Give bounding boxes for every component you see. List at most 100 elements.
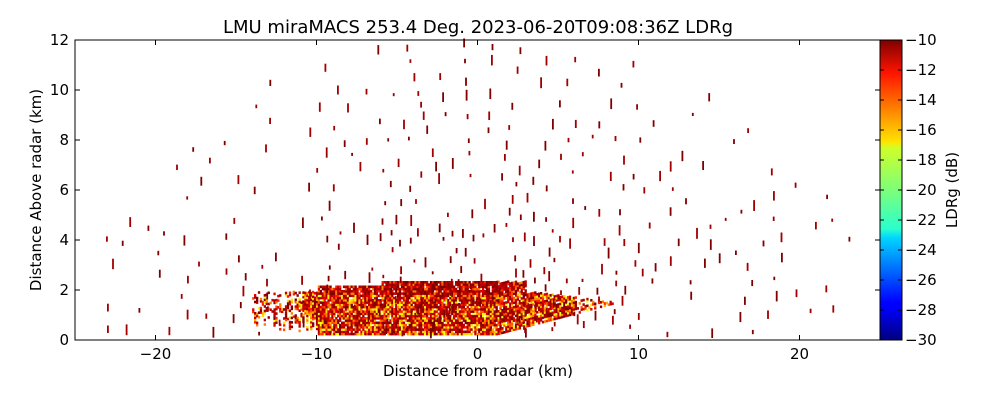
ldr-cell bbox=[321, 301, 324, 304]
ldr-cell bbox=[460, 321, 464, 325]
ldr-cell bbox=[565, 301, 568, 304]
ldr-cell bbox=[480, 321, 483, 325]
ldr-cell bbox=[294, 321, 297, 324]
ldr-cell bbox=[290, 316, 293, 320]
ldr-cell bbox=[288, 320, 292, 324]
ldr-cell bbox=[497, 323, 500, 327]
ldr-cell bbox=[478, 287, 481, 291]
ldr-cell bbox=[474, 317, 477, 320]
ldr-cell bbox=[366, 290, 369, 293]
ldr-cell bbox=[346, 287, 350, 291]
ldr-cell bbox=[107, 325, 109, 333]
ldr-cell bbox=[540, 314, 543, 318]
ldr-cell bbox=[522, 310, 525, 313]
ldr-cell bbox=[426, 323, 429, 327]
ldr-cell bbox=[331, 310, 334, 313]
ldr-cell bbox=[393, 287, 396, 291]
ldr-cell bbox=[541, 302, 545, 306]
ldr-cell bbox=[524, 298, 527, 301]
ldr-cell bbox=[381, 308, 384, 311]
ldr-cell bbox=[333, 321, 336, 325]
ldr-cell bbox=[501, 295, 504, 299]
ldr-cell bbox=[460, 296, 464, 300]
ldr-cell bbox=[499, 305, 502, 308]
ldr-cell bbox=[327, 301, 330, 304]
ldr-cell bbox=[350, 317, 353, 320]
ldr-cell bbox=[464, 292, 467, 295]
ldr-cell bbox=[329, 299, 332, 302]
ldr-cell bbox=[424, 326, 427, 329]
ldr-cell bbox=[309, 127, 312, 137]
ldr-cell bbox=[567, 314, 570, 317]
ldr-cell bbox=[424, 332, 427, 336]
ldr-cell bbox=[497, 294, 500, 297]
ldr-cell bbox=[483, 283, 487, 286]
ldr-cell bbox=[331, 317, 334, 320]
ldr-cell bbox=[337, 332, 340, 336]
ldr-cell bbox=[395, 281, 398, 284]
ldr-cell bbox=[397, 158, 400, 168]
ldr-cell bbox=[410, 281, 413, 284]
ldr-cell bbox=[468, 292, 471, 295]
ldr-cell bbox=[516, 298, 520, 301]
ldr-cell bbox=[447, 281, 450, 284]
ldr-cell bbox=[315, 305, 319, 308]
ldr-cell bbox=[404, 317, 407, 320]
ldr-cell bbox=[482, 287, 485, 291]
ldr-cell bbox=[439, 312, 442, 316]
ldr-cell bbox=[507, 323, 510, 326]
ldr-cell bbox=[397, 292, 400, 295]
ldr-cell bbox=[306, 303, 309, 306]
ldr-cell bbox=[364, 294, 367, 298]
ldr-cell bbox=[559, 307, 562, 310]
ldr-cell bbox=[391, 283, 394, 286]
ldr-cell bbox=[414, 308, 417, 311]
ldr-cell bbox=[266, 292, 269, 300]
ldr-cell bbox=[342, 321, 346, 325]
ldr-cell bbox=[518, 311, 521, 314]
ldr-cell bbox=[505, 325, 508, 329]
ldr-cell bbox=[470, 305, 473, 309]
ldr-cell bbox=[387, 287, 390, 291]
ldr-cell bbox=[509, 302, 512, 305]
ldr-cell bbox=[321, 296, 324, 300]
ldr-cell bbox=[356, 328, 359, 331]
ldr-cell bbox=[414, 314, 417, 318]
ldr-cell bbox=[540, 303, 543, 306]
ldr-cell bbox=[456, 314, 460, 318]
ldr-cell bbox=[306, 328, 309, 331]
y-tick-label: 8 bbox=[59, 131, 69, 149]
ldr-cell bbox=[567, 309, 570, 313]
ldr-cell bbox=[482, 281, 485, 284]
ldr-cell bbox=[348, 310, 351, 313]
ldr-cell bbox=[252, 297, 255, 300]
ldr-cell bbox=[381, 314, 384, 318]
ldr-cell bbox=[487, 308, 491, 311]
ldr-cell bbox=[669, 161, 672, 172]
ldr-cell bbox=[331, 299, 334, 302]
ldr-cell bbox=[390, 230, 393, 236]
ldr-cell bbox=[263, 323, 266, 326]
ldr-cell bbox=[582, 298, 585, 302]
ldr-cell bbox=[470, 317, 473, 320]
ldr-cell bbox=[302, 307, 305, 310]
ldr-cell bbox=[310, 327, 313, 331]
ldr-cell bbox=[451, 323, 454, 327]
ldr-cell bbox=[483, 281, 487, 284]
ldr-cell bbox=[364, 330, 367, 334]
ldr-cell bbox=[391, 294, 394, 298]
ldr-cell bbox=[476, 283, 479, 286]
ldr-cell bbox=[389, 294, 392, 298]
ldr-cell bbox=[344, 287, 348, 291]
ldr-cell bbox=[383, 310, 386, 313]
ldr-cell bbox=[453, 301, 456, 304]
ldr-cell bbox=[358, 294, 361, 298]
ldr-cell bbox=[344, 321, 348, 325]
ldr-cell bbox=[570, 304, 574, 307]
ldr-cell bbox=[424, 287, 427, 291]
ldr-cell bbox=[290, 312, 293, 315]
ldr-cell bbox=[414, 301, 417, 304]
ldr-cell bbox=[368, 301, 371, 304]
ldr-cell bbox=[368, 326, 371, 329]
ldr-cell bbox=[389, 330, 392, 334]
